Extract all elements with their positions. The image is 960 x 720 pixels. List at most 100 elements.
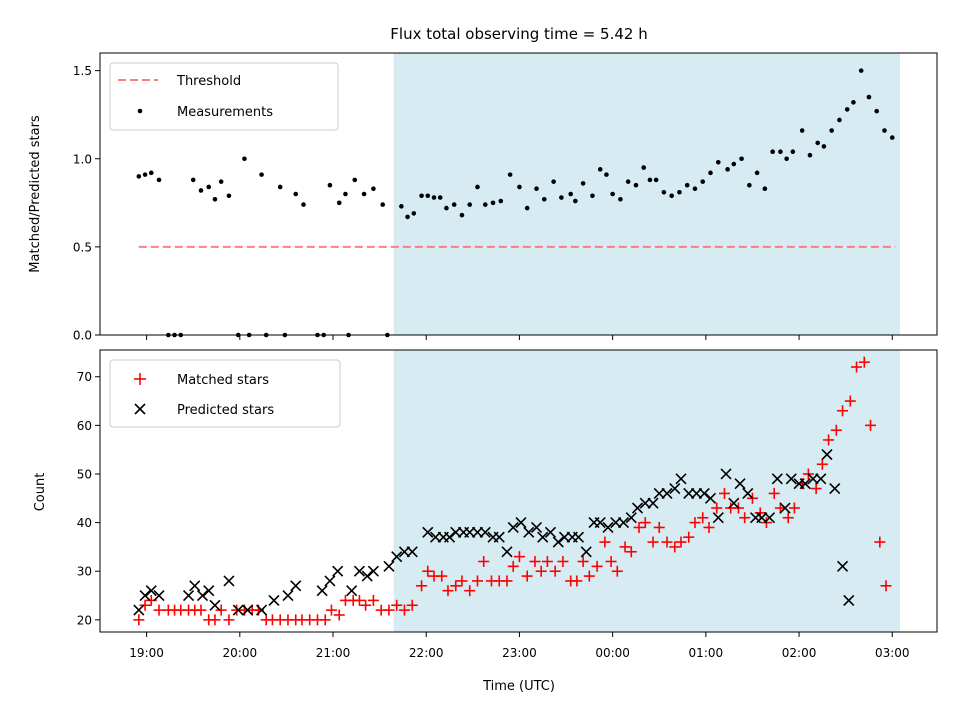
x-tick-label: 03:00: [875, 646, 910, 660]
predicted-star-point: [580, 546, 592, 558]
predicted-star-point: [572, 531, 585, 543]
x-tick-label: 02:00: [782, 646, 817, 660]
measurement-point: [541, 196, 547, 202]
measurement-point: [618, 196, 623, 202]
matched-star-point: [501, 575, 513, 587]
measurement-point: [647, 177, 653, 183]
matched-star-point: [398, 604, 410, 616]
predicted-star-point: [537, 531, 549, 543]
predicted-star-point: [675, 473, 687, 485]
matched-star-point: [782, 512, 794, 524]
matched-star-point: [611, 565, 623, 577]
legend-matched-swatch: [134, 373, 146, 385]
measurement-point: [815, 140, 820, 146]
measurement-point: [882, 128, 887, 133]
matched-star-point: [718, 487, 730, 499]
predicted-star-point: [493, 531, 505, 543]
top-y-axis-label: Matched/Predicted stars: [28, 115, 43, 273]
matched-star-point: [675, 536, 687, 548]
measurement-point: [653, 177, 659, 183]
measurement-point: [136, 174, 142, 179]
x-axis-label: Time (UTC): [482, 679, 555, 694]
matched-star-point: [851, 361, 863, 373]
matched-star-point: [683, 531, 695, 543]
top-legend: Threshold Measurements: [109, 62, 339, 131]
matched-star-point: [442, 585, 454, 597]
top-panel: 0.0 0.5 1.0 1.5 Matched/Predicted stars Thr…: [28, 52, 938, 343]
top-measurement-points: [136, 68, 895, 338]
matched-star-point: [583, 570, 595, 582]
predicted-star-point: [544, 526, 557, 538]
predicted-star-point: [479, 526, 491, 538]
measurement-point: [807, 152, 813, 158]
matched-star-point: [471, 575, 483, 587]
predicted-star-point: [602, 521, 614, 534]
x-tick-label: 22:00: [409, 646, 444, 660]
measurement-point: [361, 191, 367, 197]
measurement-point: [419, 193, 424, 199]
measurement-point: [190, 177, 196, 183]
matched-star-point: [816, 458, 828, 470]
matched-star-point: [633, 521, 645, 533]
predicted-star-point: [209, 599, 221, 611]
measurement-point: [425, 193, 431, 199]
predicted-star-point: [763, 512, 776, 524]
predicted-stars-points: [133, 448, 855, 616]
bottom-y-axis-label: Count: [33, 473, 48, 512]
measurement-point: [770, 149, 775, 154]
measurement-point: [371, 186, 376, 192]
measurement-point: [568, 191, 573, 197]
measurement-point: [844, 107, 850, 112]
measurement-point: [866, 94, 872, 100]
measurement-point: [684, 182, 690, 188]
matched-star-point: [703, 521, 715, 533]
matched-star-point: [830, 424, 842, 436]
bottom-y-axis: 20 30 40 50 60 70: [77, 370, 100, 627]
measurement-point: [277, 184, 283, 190]
predicted-star-point: [383, 560, 395, 572]
matched-star-point: [333, 609, 345, 621]
predicted-star-point: [698, 487, 710, 499]
x-tick-label: 19:00: [129, 646, 164, 660]
matched-star-point: [844, 395, 856, 407]
predicted-star-point: [515, 517, 527, 529]
predicted-star-point: [625, 512, 637, 524]
measurement-point: [754, 170, 760, 176]
measurement-point: [610, 191, 615, 197]
measurement-point: [625, 179, 631, 184]
measurement-point: [524, 205, 530, 211]
bottom-x-axis: 19:00 20:00 21:00 22:00 23:00 00:00 01:00 02:00…: [129, 632, 910, 660]
x-tick-label: 23:00: [502, 646, 537, 660]
predicted-star-point: [617, 517, 630, 529]
top-y-axis: 0.0 0.5 1.0 1.5: [73, 64, 100, 343]
y-tick-label: 1.5: [73, 64, 92, 78]
predicted-star-point: [189, 580, 201, 592]
predicted-star-point: [829, 483, 841, 495]
matched-star-point: [478, 556, 490, 567]
predicted-star-point: [523, 526, 535, 538]
predicted-star-point: [133, 604, 145, 616]
matched-star-point: [599, 536, 611, 548]
predicted-star-point: [779, 502, 791, 514]
predicted-star-point: [346, 585, 358, 597]
matched-star-point: [416, 580, 428, 592]
measurement-point: [411, 211, 417, 216]
matched-star-point: [577, 556, 589, 567]
matched-star-point: [513, 551, 525, 563]
top-x-ticks: [146, 335, 893, 340]
measurement-point: [242, 156, 247, 162]
y-tick-label: 30: [77, 565, 92, 579]
measurement-point: [534, 186, 539, 192]
measurement-point: [573, 198, 578, 204]
predicted-star-point: [232, 604, 244, 616]
measurement-point: [405, 214, 410, 220]
predicted-star-point: [785, 473, 797, 485]
measurement-point: [858, 68, 864, 73]
legend-predicted-label: Predicted stars: [177, 403, 274, 418]
matched-star-point: [823, 434, 835, 446]
y-tick-label: 70: [77, 370, 92, 384]
matched-star-point: [353, 594, 365, 606]
matched-star-point: [406, 599, 418, 611]
measurement-point: [490, 200, 496, 206]
matched-star-point: [661, 536, 673, 548]
